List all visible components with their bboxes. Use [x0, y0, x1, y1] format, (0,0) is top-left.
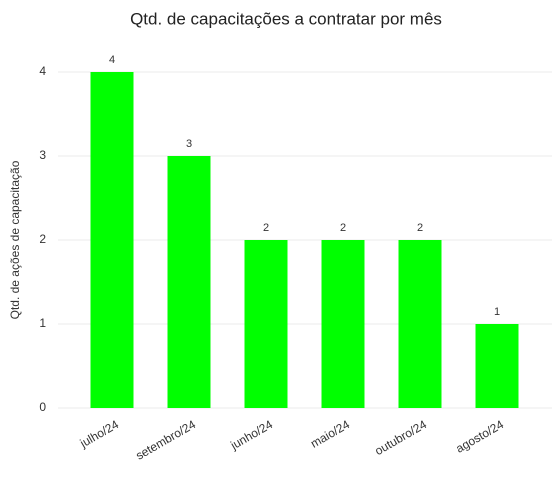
data-label: 4 — [109, 54, 115, 66]
y-tick-label: 1 — [39, 316, 46, 330]
y-tick-label: 0 — [39, 400, 46, 414]
data-label: 2 — [417, 222, 423, 234]
chart-title: Qtd. de capacitações a contratar por mês — [130, 9, 442, 28]
bar — [398, 240, 442, 408]
data-label: 1 — [494, 306, 500, 318]
y-tick-label: 4 — [39, 64, 46, 78]
y-tick-label: 2 — [39, 232, 46, 246]
bar — [321, 240, 365, 408]
data-label: 2 — [340, 222, 346, 234]
bar — [244, 240, 288, 408]
bar — [167, 156, 211, 408]
bar — [90, 72, 134, 408]
data-label: 2 — [263, 222, 269, 234]
data-label: 3 — [186, 138, 192, 150]
y-tick-label: 3 — [39, 148, 46, 162]
bar — [475, 324, 519, 408]
y-axis-label: Qtd. de ações de capacitação — [8, 160, 22, 319]
